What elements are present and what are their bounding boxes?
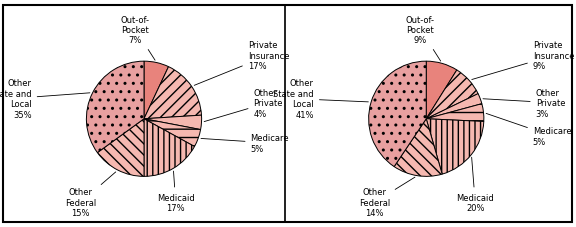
Wedge shape xyxy=(86,62,144,153)
Text: Other
State and
Local
35%: Other State and Local 35% xyxy=(0,79,90,119)
Text: Medicaid
17%: Medicaid 17% xyxy=(157,171,195,212)
Text: Private
Insurance
9%: Private Insurance 9% xyxy=(472,41,574,80)
Text: Medicare
5%: Medicare 5% xyxy=(201,134,289,153)
Text: Other
Federal
15%: Other Federal 15% xyxy=(65,172,116,217)
Wedge shape xyxy=(144,67,202,119)
Wedge shape xyxy=(426,94,482,119)
Wedge shape xyxy=(394,119,442,177)
Text: Private
Insurance
17%: Private Insurance 17% xyxy=(194,41,289,86)
Text: Other
Private
4%: Other Private 4% xyxy=(204,88,283,122)
Text: Other
Private
3%: Other Private 3% xyxy=(483,88,565,118)
Text: Other
State and
Local
41%: Other State and Local 41% xyxy=(273,79,369,119)
Wedge shape xyxy=(426,62,457,119)
Wedge shape xyxy=(97,119,144,177)
Wedge shape xyxy=(144,119,195,177)
Text: Out-of-
Pocket
7%: Out-of- Pocket 7% xyxy=(121,15,155,61)
Wedge shape xyxy=(426,119,484,174)
Wedge shape xyxy=(369,62,426,167)
Text: Out-of-
Pocket
9%: Out-of- Pocket 9% xyxy=(406,15,441,62)
Wedge shape xyxy=(426,71,478,119)
Text: Medicare
5%: Medicare 5% xyxy=(486,114,571,146)
Text: Other
Federal
14%: Other Federal 14% xyxy=(359,177,415,217)
Wedge shape xyxy=(426,104,484,122)
Wedge shape xyxy=(144,116,202,130)
Wedge shape xyxy=(144,119,200,147)
Wedge shape xyxy=(144,62,169,119)
Text: Medicaid
20%: Medicaid 20% xyxy=(456,158,494,212)
